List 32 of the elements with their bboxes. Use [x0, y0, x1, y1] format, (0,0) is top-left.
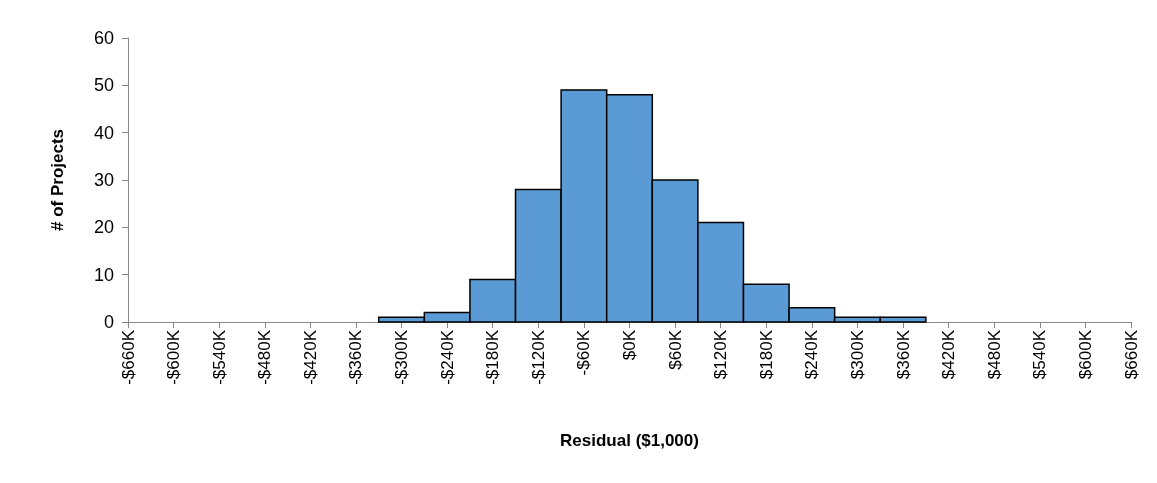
x-tick-label: -$600K	[164, 329, 184, 385]
x-tick-label: $240K	[802, 329, 822, 380]
y-tick-label: 10	[93, 264, 114, 285]
x-tick-label: -$300K	[392, 329, 412, 385]
x-tick-label: $480K	[984, 329, 1004, 380]
x-axis-title: Residual ($1,000)	[560, 431, 699, 450]
x-tick-label: $0K	[620, 329, 639, 361]
x-tick-label: $300K	[847, 329, 867, 380]
x-tick-label: -$120K	[528, 329, 548, 385]
y-tick-label: 30	[93, 170, 114, 190]
y-tick-label: 0	[103, 312, 114, 332]
y-tick-label: 60	[93, 28, 114, 48]
x-tick-label: $180K	[756, 329, 776, 380]
x-tick-label: $60K	[665, 329, 685, 370]
x-tick-label: $660K	[1121, 329, 1141, 380]
x-tick-label: -$180K	[483, 329, 503, 385]
x-tick-label: $420K	[939, 329, 959, 380]
x-tick-label: -$420K	[300, 329, 320, 385]
x-tick-label: -$360K	[346, 329, 366, 385]
y-tick-label: 50	[93, 75, 114, 96]
x-tick-label: -$480K	[255, 329, 275, 385]
x-tick-label: $360K	[893, 329, 913, 380]
x-tick-label: $540K	[1030, 329, 1050, 380]
x-tick-label: -$240K	[437, 329, 457, 385]
y-tick-label: 40	[93, 122, 114, 143]
x-tick-label: -$540K	[209, 329, 229, 385]
x-tick-label: -$660K	[118, 329, 138, 385]
y-axis-title: # of Projects	[48, 128, 67, 232]
y-tick-label: 20	[93, 217, 114, 238]
x-tick-label: $120K	[711, 329, 731, 380]
x-tick-label: -$60K	[574, 329, 594, 376]
x-tick-label: $600K	[1075, 329, 1095, 380]
